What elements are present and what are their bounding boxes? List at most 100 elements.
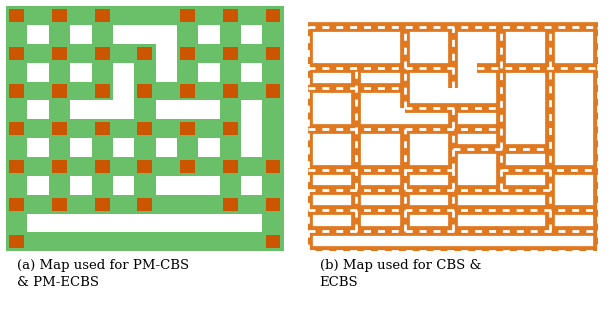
Bar bbox=[177, 6, 198, 25]
Bar bbox=[265, 160, 281, 173]
Bar bbox=[27, 232, 49, 251]
Bar bbox=[9, 235, 24, 248]
Bar bbox=[220, 195, 241, 214]
Bar bbox=[262, 214, 284, 232]
Bar bbox=[92, 138, 113, 157]
Bar bbox=[9, 84, 24, 98]
Bar bbox=[6, 100, 27, 119]
Bar bbox=[49, 44, 70, 63]
Bar bbox=[220, 44, 241, 63]
Bar bbox=[177, 82, 198, 100]
Bar bbox=[95, 160, 110, 173]
Bar bbox=[223, 9, 238, 22]
Bar bbox=[220, 100, 241, 119]
Bar bbox=[9, 9, 24, 22]
Bar bbox=[52, 84, 67, 98]
Bar bbox=[134, 44, 156, 63]
Bar bbox=[265, 9, 281, 22]
Bar bbox=[49, 100, 70, 119]
Bar bbox=[6, 44, 27, 63]
Bar bbox=[134, 176, 156, 195]
Bar bbox=[9, 47, 24, 60]
Bar bbox=[198, 232, 220, 251]
Bar bbox=[223, 122, 238, 135]
Bar bbox=[137, 198, 152, 211]
Bar bbox=[177, 63, 198, 82]
Bar bbox=[113, 232, 134, 251]
Bar bbox=[92, 195, 113, 214]
Bar bbox=[49, 157, 70, 176]
Bar bbox=[9, 198, 24, 211]
Bar bbox=[113, 119, 134, 138]
Bar bbox=[134, 195, 156, 214]
Bar bbox=[49, 195, 70, 214]
Bar bbox=[241, 82, 262, 100]
Bar bbox=[52, 160, 67, 173]
Bar bbox=[49, 82, 70, 100]
Bar bbox=[9, 160, 24, 173]
Bar bbox=[241, 44, 262, 63]
Bar bbox=[220, 82, 241, 100]
Bar bbox=[92, 119, 113, 138]
Bar bbox=[198, 82, 220, 100]
Bar bbox=[137, 84, 152, 98]
Bar bbox=[52, 198, 67, 211]
Bar bbox=[262, 232, 284, 251]
Bar bbox=[6, 119, 27, 138]
Bar bbox=[156, 82, 177, 100]
Bar bbox=[223, 84, 238, 98]
Text: (a) Map used for PM-CBS
& PM-ECBS: (a) Map used for PM-CBS & PM-ECBS bbox=[17, 259, 189, 289]
Bar bbox=[137, 122, 152, 135]
Bar bbox=[220, 232, 241, 251]
Bar bbox=[223, 160, 238, 173]
Bar bbox=[134, 82, 156, 100]
Bar bbox=[6, 6, 27, 25]
Bar bbox=[262, 138, 284, 157]
Bar bbox=[265, 235, 281, 248]
Bar bbox=[52, 9, 67, 22]
Bar bbox=[241, 6, 262, 25]
Bar bbox=[220, 119, 241, 138]
Bar bbox=[198, 119, 220, 138]
Bar bbox=[137, 160, 152, 173]
Bar bbox=[6, 25, 27, 44]
Bar bbox=[177, 195, 198, 214]
Bar bbox=[113, 6, 134, 25]
Bar bbox=[27, 157, 49, 176]
Bar bbox=[52, 122, 67, 135]
Bar bbox=[70, 195, 92, 214]
Bar bbox=[180, 47, 195, 60]
Bar bbox=[6, 214, 27, 232]
Bar bbox=[6, 63, 27, 82]
Bar bbox=[95, 47, 110, 60]
Bar bbox=[92, 176, 113, 195]
Bar bbox=[262, 119, 284, 138]
Bar bbox=[49, 63, 70, 82]
Bar bbox=[113, 157, 134, 176]
Bar bbox=[134, 100, 156, 119]
Bar bbox=[134, 119, 156, 138]
Bar bbox=[220, 63, 241, 82]
Bar bbox=[49, 25, 70, 44]
Bar bbox=[134, 6, 156, 25]
Bar bbox=[223, 198, 238, 211]
Bar bbox=[27, 82, 49, 100]
Bar bbox=[113, 195, 134, 214]
Bar bbox=[49, 6, 70, 25]
Bar bbox=[27, 119, 49, 138]
Bar bbox=[70, 119, 92, 138]
Bar bbox=[180, 122, 195, 135]
Bar bbox=[6, 82, 27, 100]
Bar bbox=[49, 119, 70, 138]
Bar bbox=[6, 157, 27, 176]
Bar bbox=[92, 232, 113, 251]
Bar bbox=[92, 157, 113, 176]
Bar bbox=[220, 6, 241, 25]
Bar bbox=[198, 157, 220, 176]
Bar bbox=[198, 6, 220, 25]
Text: (b) Map used for CBS &
ECBS: (b) Map used for CBS & ECBS bbox=[320, 259, 481, 289]
Bar bbox=[262, 157, 284, 176]
Bar bbox=[262, 176, 284, 195]
Bar bbox=[70, 232, 92, 251]
Bar bbox=[113, 44, 134, 63]
